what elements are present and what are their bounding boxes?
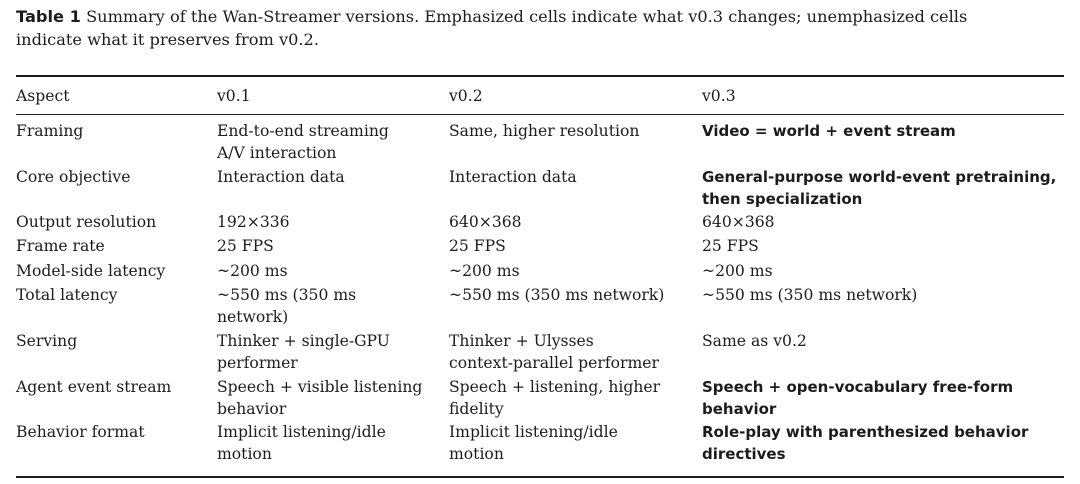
cell-line: Framing <box>16 122 84 140</box>
cell-line: A/V interaction <box>217 143 337 162</box>
v01-cell: Speech + visible listening behavior <box>217 377 422 420</box>
cell-line: ~550 ms (350 ms <box>217 286 357 304</box>
cell-line: network) <box>217 307 289 326</box>
v02-cell: Same, higher resolution <box>449 121 639 143</box>
cell-line: directives <box>702 444 786 463</box>
cell-line: Implicit listening/idle <box>217 423 386 441</box>
v01-cell: Thinker + single-GPU performer <box>217 331 390 374</box>
cell-line: Same, higher resolution <box>449 122 640 140</box>
v02-cell: Interaction data <box>449 167 577 189</box>
cell-line: ~200 ms <box>449 262 520 280</box>
cell-line: Speech + open-vocabulary free-form <box>702 378 1014 396</box>
cell-line: 640×368 <box>702 213 775 231</box>
v03-cell: Speech + open-vocabulary free-form behavi… <box>702 377 1013 420</box>
cell-line: behavior <box>217 399 287 418</box>
cell-line: Core objective <box>16 168 131 186</box>
cell-line: Model-side latency <box>16 262 166 280</box>
cell-line: 192×336 <box>217 213 290 231</box>
table-caption: Table 1 Summary of the Wan-Streamer vers… <box>16 5 1066 51</box>
cell-line: motion <box>449 444 504 463</box>
cell-line: 25 FPS <box>449 237 506 255</box>
aspect-cell: Agent event stream <box>16 377 171 399</box>
aspect-cell: Frame rate <box>16 236 105 258</box>
aspect-cell: Total latency <box>16 285 117 307</box>
cell-line: then specialization <box>702 189 863 208</box>
cell-line: performer <box>217 353 298 372</box>
v02-cell: 640×368 <box>449 212 522 234</box>
cell-line: 25 FPS <box>217 237 274 255</box>
v03-cell: Role-play with parenthesized behavior dir… <box>702 422 1028 465</box>
cell-line: ~550 ms (350 ms network) <box>702 286 918 304</box>
v03-cell: ~200 ms <box>702 261 773 283</box>
cell-line: ~550 ms (350 ms network) <box>449 286 665 304</box>
cell-line: Thinker + single-GPU <box>217 332 390 350</box>
cell-line: 25 FPS <box>702 237 759 255</box>
cell-line: Behavior format <box>16 423 145 441</box>
caption-text-line1: Summary of the Wan-Streamer versions. Em… <box>86 7 968 26</box>
cell-line: Interaction data <box>217 168 345 186</box>
cell-line: Interaction data <box>449 168 577 186</box>
column-header-v01: v0.1 <box>217 87 251 105</box>
caption-label: Table 1 <box>16 7 81 26</box>
column-header-v03: v0.3 <box>702 87 736 105</box>
aspect-cell: Output resolution <box>16 212 156 234</box>
caption-text-line2: indicate what it preserves from v0.2. <box>16 30 319 49</box>
v02-cell: Implicit listening/idle motion <box>449 422 618 465</box>
cell-line: Thinker + Ulysses <box>449 332 594 350</box>
v01-cell: 192×336 <box>217 212 290 234</box>
v03-cell: Video = world + event stream <box>702 121 956 143</box>
v02-cell: ~200 ms <box>449 261 520 283</box>
cell-line: motion <box>217 444 272 463</box>
v01-cell: Implicit listening/idle motion <box>217 422 386 465</box>
v01-cell: ~200 ms <box>217 261 288 283</box>
v03-cell: Same as v0.2 <box>702 331 807 353</box>
cell-line: fidelity <box>449 399 504 418</box>
cell-line: ~200 ms <box>217 262 288 280</box>
cell-line: behavior <box>702 399 777 418</box>
v03-cell: General-purpose world-event pretraining,… <box>702 167 1056 210</box>
v01-cell: 25 FPS <box>217 236 274 258</box>
cell-line: ~200 ms <box>702 262 773 280</box>
v02-cell: 25 FPS <box>449 236 506 258</box>
cell-line: context-parallel performer <box>449 353 659 372</box>
aspect-cell: Model-side latency <box>16 261 165 283</box>
cell-line: Output resolution <box>16 213 157 231</box>
cell-line: End-to-end streaming <box>217 122 389 140</box>
cell-line: Serving <box>16 332 78 350</box>
bottom-rule <box>16 476 1064 478</box>
cell-line: Speech + listening, higher <box>449 378 661 396</box>
cell-line: Role-play with parenthesized behavior <box>702 423 1029 441</box>
v02-cell: ~550 ms (350 ms network) <box>449 285 664 307</box>
cell-line: Frame rate <box>16 237 105 255</box>
v03-cell: 640×368 <box>702 212 775 234</box>
top-rule <box>16 75 1064 77</box>
v01-cell: Interaction data <box>217 167 345 189</box>
cell-line: Implicit listening/idle <box>449 423 618 441</box>
aspect-cell: Core objective <box>16 167 130 189</box>
cell-line: General-purpose world-event pretraining, <box>702 168 1057 186</box>
aspect-cell: Serving <box>16 331 77 353</box>
column-header-v02: v0.2 <box>449 87 483 105</box>
v03-cell: ~550 ms (350 ms network) <box>702 285 917 307</box>
cell-line: Video = world + event stream <box>702 122 956 140</box>
aspect-cell: Behavior format <box>16 422 145 444</box>
header-rule <box>16 114 1064 115</box>
aspect-cell: Framing <box>16 121 83 143</box>
v03-cell: 25 FPS <box>702 236 759 258</box>
cell-line: Total latency <box>16 286 118 304</box>
cell-line: Agent event stream <box>16 378 172 396</box>
cell-line: Speech + visible listening <box>217 378 423 396</box>
v01-cell: End-to-end streaming A/V interaction <box>217 121 389 164</box>
v01-cell: ~550 ms (350 ms network) <box>217 285 356 328</box>
v02-cell: Thinker + Ulysses context-parallel perfor… <box>449 331 659 374</box>
cell-line: Same as v0.2 <box>702 332 807 350</box>
column-header-aspect: Aspect <box>16 87 70 105</box>
v02-cell: Speech + listening, higher fidelity <box>449 377 660 420</box>
cell-line: 640×368 <box>449 213 522 231</box>
